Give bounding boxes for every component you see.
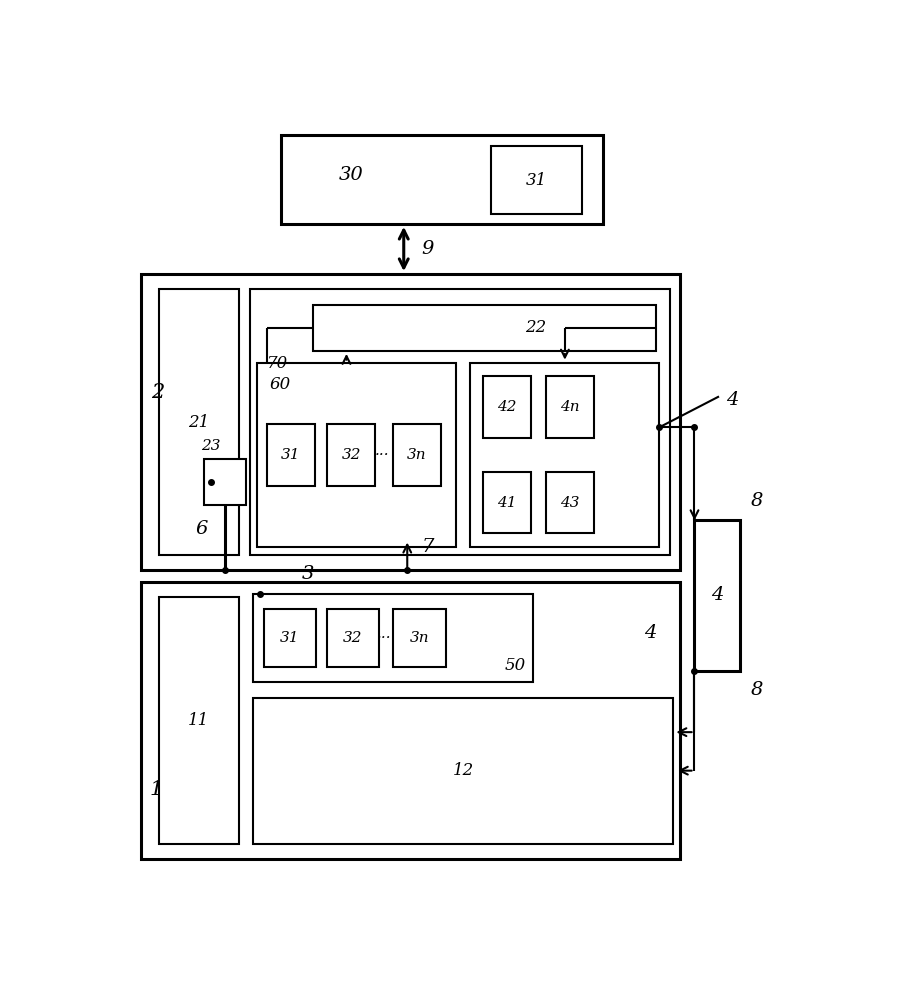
- Text: 60: 60: [269, 376, 290, 393]
- Bar: [312, 305, 656, 351]
- Text: 31: 31: [526, 172, 547, 189]
- Bar: [327, 424, 375, 486]
- Bar: [253, 698, 673, 844]
- Text: 30: 30: [339, 166, 363, 184]
- Text: 4: 4: [711, 586, 722, 604]
- Bar: [545, 376, 593, 438]
- Text: 31: 31: [281, 448, 301, 462]
- Text: 41: 41: [497, 496, 516, 510]
- Bar: [141, 582, 680, 859]
- Text: 42: 42: [497, 400, 516, 414]
- Text: 11: 11: [188, 712, 209, 729]
- Bar: [482, 472, 530, 533]
- Bar: [491, 146, 582, 214]
- Bar: [267, 424, 314, 486]
- Text: 43: 43: [560, 496, 579, 510]
- Bar: [470, 363, 659, 547]
- Bar: [393, 609, 445, 667]
- Text: 8: 8: [749, 492, 762, 510]
- Text: 3n: 3n: [406, 448, 426, 462]
- Bar: [253, 594, 533, 682]
- Text: 1: 1: [149, 780, 163, 799]
- Bar: [482, 376, 530, 438]
- Bar: [158, 597, 238, 844]
- Text: 32: 32: [343, 631, 362, 645]
- Text: 22: 22: [525, 319, 545, 336]
- Text: 2: 2: [152, 383, 164, 402]
- Text: 4: 4: [643, 624, 656, 642]
- Text: 6: 6: [195, 520, 208, 538]
- Text: 32: 32: [341, 448, 360, 462]
- Text: ···: ···: [377, 631, 391, 645]
- Bar: [141, 274, 680, 570]
- Text: 3n: 3n: [409, 631, 429, 645]
- Text: 4n: 4n: [559, 400, 579, 414]
- Text: 7: 7: [421, 538, 433, 556]
- Bar: [264, 609, 316, 667]
- Bar: [281, 135, 603, 224]
- Text: ···: ···: [375, 448, 389, 462]
- Text: 50: 50: [505, 657, 526, 674]
- Bar: [158, 289, 238, 555]
- Bar: [326, 609, 379, 667]
- Bar: [545, 472, 593, 533]
- Text: 70: 70: [267, 355, 288, 372]
- Text: 8: 8: [749, 681, 762, 699]
- Bar: [256, 363, 456, 547]
- Text: 21: 21: [188, 414, 209, 431]
- Bar: [249, 289, 669, 555]
- Text: 31: 31: [280, 631, 299, 645]
- Bar: [204, 459, 246, 505]
- Text: 12: 12: [452, 762, 473, 779]
- Text: 23: 23: [200, 439, 219, 453]
- Text: 3: 3: [302, 565, 314, 583]
- Bar: [694, 520, 740, 671]
- Text: 4: 4: [725, 391, 738, 409]
- Text: 9: 9: [421, 240, 433, 258]
- Bar: [393, 424, 441, 486]
